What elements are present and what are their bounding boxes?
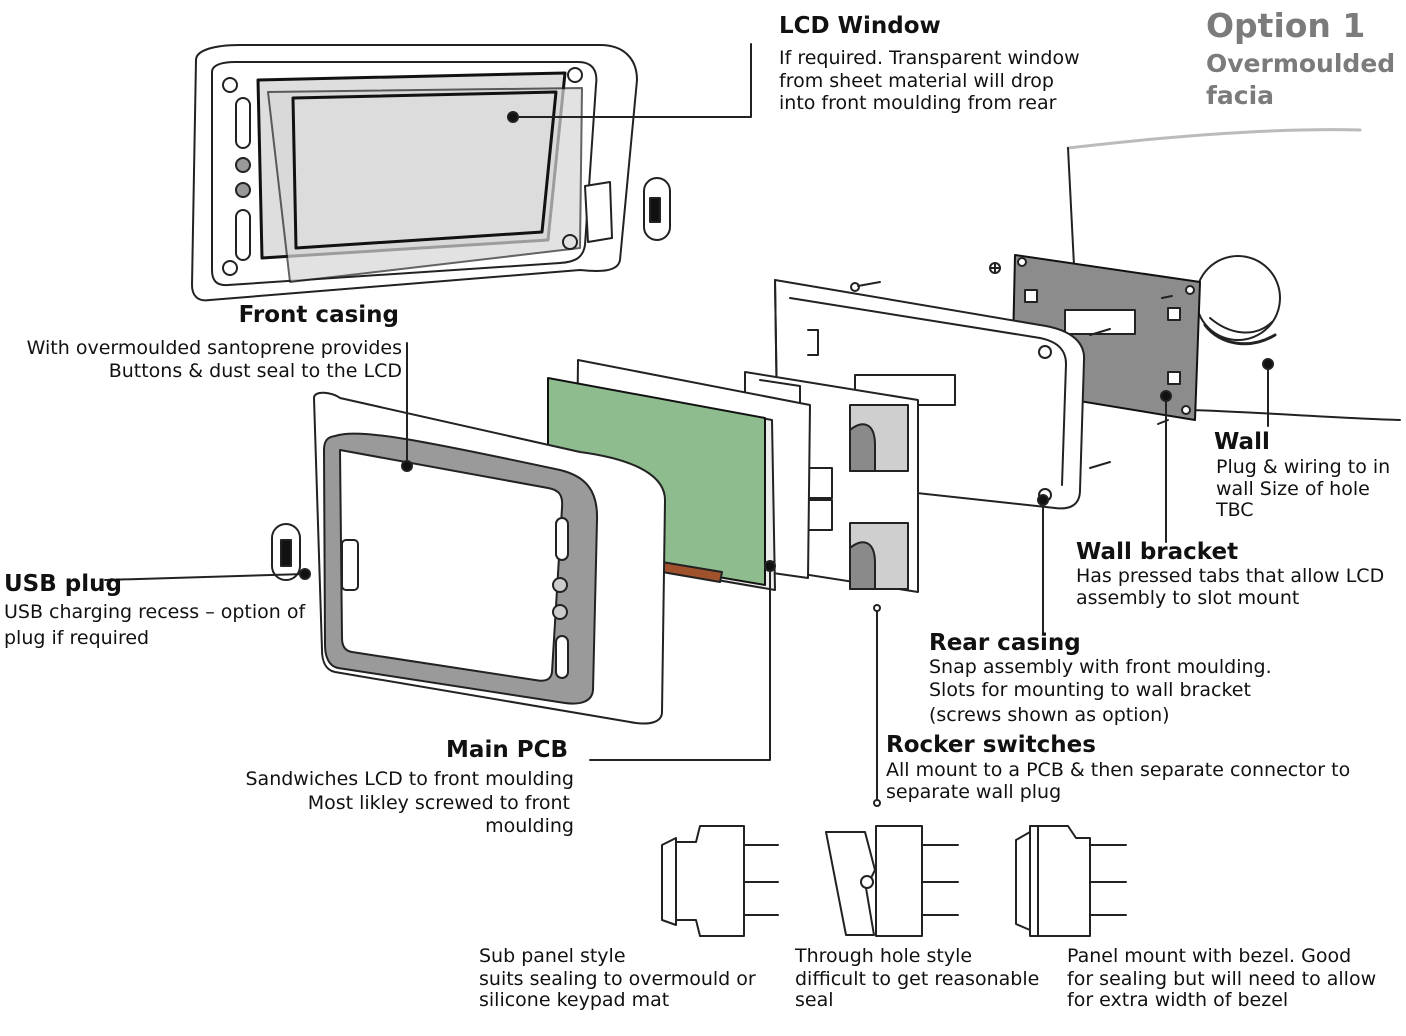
wall-line-1: Plug & wiring to in [1216, 456, 1391, 478]
usb-plug-drawing [271, 523, 301, 581]
front-casing-line-2: Buttons & dust seal to the LCD [108, 360, 402, 382]
usb-plug-line-2: plug if required [4, 627, 150, 649]
rocker-switches-line-2: separate wall plug [886, 781, 1062, 803]
main-pcb-line-1: Sandwiches LCD to front moulding [245, 768, 574, 790]
lcd-window-line-1: If required. Transparent window [779, 47, 1080, 69]
switch-style-2-line-2: difficult to get reasonable [795, 968, 1040, 990]
switch-style-3-line-1: Panel mount with bezel. Good [1067, 945, 1352, 967]
wall-bracket-line-1: Has pressed tabs that allow LCD [1076, 565, 1385, 587]
switch-style-1-line-3: silicone keypad mat [479, 989, 670, 1011]
switch-style-1-line-2: suits sealing to overmould or [479, 968, 756, 990]
rear-casing-title: Rear casing [929, 630, 1081, 656]
front-casing-top-drawing [191, 44, 671, 302]
switch-style-2-line-3: seal [795, 989, 834, 1011]
usb-plug-line-1: USB charging recess – option of [4, 601, 306, 623]
main-pcb-line-3: moulding [485, 815, 574, 837]
switch-style-3-line-2: for sealing but will need to allow [1067, 968, 1377, 990]
switch-style-through-hole [825, 825, 959, 937]
main-pcb-line-2: Most likley screwed to front [307, 792, 570, 814]
switch-style-3-line-3: for extra width of bezel [1067, 989, 1289, 1011]
wall-bracket-line-2: assembly to slot mount [1076, 587, 1300, 609]
usb-plug-title: USB plug [4, 571, 122, 597]
leader-lines [104, 43, 1274, 807]
rocker-switches-line-1: All mount to a PCB & then separate conne… [886, 759, 1351, 781]
rear-casing-line-2: Slots for mounting to wall bracket [929, 679, 1251, 701]
switch-style-2-line-1: Through hole style [795, 945, 973, 967]
wall-title: Wall [1214, 429, 1270, 455]
option-subtitle-2: facia [1206, 81, 1275, 110]
wall-line-2: wall Size of hole [1216, 478, 1370, 500]
switch-style-1-line-1: Sub panel style [479, 945, 626, 967]
main-pcb-title: Main PCB [446, 737, 568, 763]
switch-style-panel-mount [1015, 825, 1127, 937]
front-casing-title: Front casing [238, 302, 399, 328]
wall-bracket-title: Wall bracket [1076, 539, 1239, 565]
lcd-window-line-2: from sheet material will drop [779, 70, 1054, 92]
wall-drawing [1066, 128, 1401, 421]
lcd-window-title: LCD Window [779, 13, 941, 39]
rocker-switches-title: Rocker switches [886, 732, 1096, 758]
option-subtitle-1: Overmoulded [1206, 49, 1396, 78]
front-casing-drawing [313, 391, 666, 725]
lcd-window-line-3: into front moulding from rear [779, 92, 1057, 114]
rear-casing-line-1: Snap assembly with front moulding. [929, 656, 1272, 678]
wall-line-3: TBC [1216, 499, 1254, 521]
front-casing-line-1: With overmoulded santoprene provides [26, 337, 402, 359]
option-title: Option 1 [1206, 6, 1366, 45]
rear-casing-line-3: (screws shown as option) [929, 704, 1170, 726]
switch-style-sub-panel [661, 825, 779, 937]
